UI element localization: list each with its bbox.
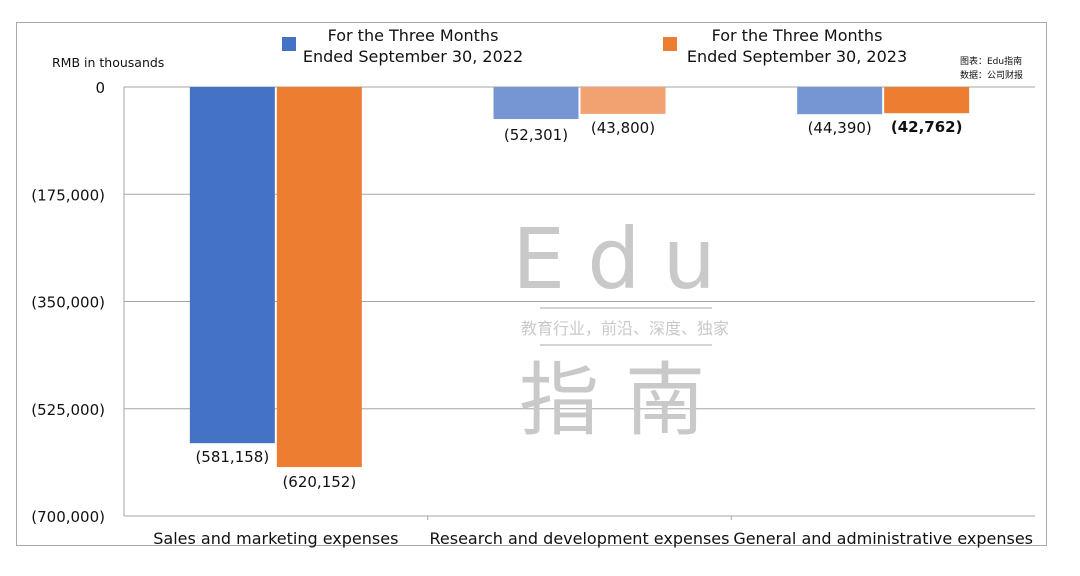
data-label: (42,762) [891, 118, 963, 136]
data-label: (581,158) [195, 448, 269, 466]
data-label: (52,301) [504, 126, 568, 144]
bar [493, 87, 579, 120]
bar [580, 87, 666, 114]
y-tick-label: (175,000) [31, 186, 105, 204]
bars [189, 87, 970, 468]
unit-label: RMB in thousands [52, 55, 164, 70]
x-tick-label: Sales and marketing expenses [153, 529, 398, 548]
legend-swatch [663, 37, 677, 51]
gridlines [124, 86, 1035, 517]
bar [276, 87, 362, 468]
y-axis: 0 (175,000) (350,000) (525,000) (700,000) [31, 79, 125, 526]
x-tick-label: General and administrative expenses [733, 529, 1033, 548]
legend-label: For the Three Months [328, 26, 499, 45]
legend-label: Ended September 30, 2022 [303, 47, 523, 66]
bar [189, 87, 275, 444]
source-note-chart: 图表：Edu指南 [960, 55, 1022, 67]
watermark-tagline: 教育行业，前沿、深度、独家 [521, 319, 729, 338]
legend-swatch [282, 37, 296, 51]
y-tick-label: (525,000) [31, 401, 105, 419]
source-note-data: 数据：公司财报 [960, 69, 1023, 81]
data-labels: (581,158) (620,152) (52,301) (43,800) (44,39… [195, 118, 962, 491]
legend-label: Ended September 30, 2023 [687, 47, 907, 66]
watermark-chinese: 指南 [519, 354, 731, 447]
y-tick-label: (700,000) [31, 508, 105, 526]
data-label: (620,152) [282, 473, 356, 491]
x-tick-label: Research and development expenses [430, 529, 730, 548]
legend: For the Three Months Ended September 30, … [282, 26, 907, 66]
bar [797, 87, 883, 115]
watermark: Edu 教育行业，前沿、深度、独家 指南 [512, 210, 738, 447]
data-label: (43,800) [591, 119, 655, 137]
x-axis: Sales and marketing expenses Research and… [153, 516, 1033, 548]
bar [884, 87, 970, 114]
watermark-latin: Edu [512, 210, 738, 308]
y-tick-label: 0 [95, 79, 105, 97]
y-tick-label: (350,000) [31, 294, 105, 312]
legend-label: For the Three Months [712, 26, 883, 45]
data-label: (44,390) [808, 119, 872, 137]
